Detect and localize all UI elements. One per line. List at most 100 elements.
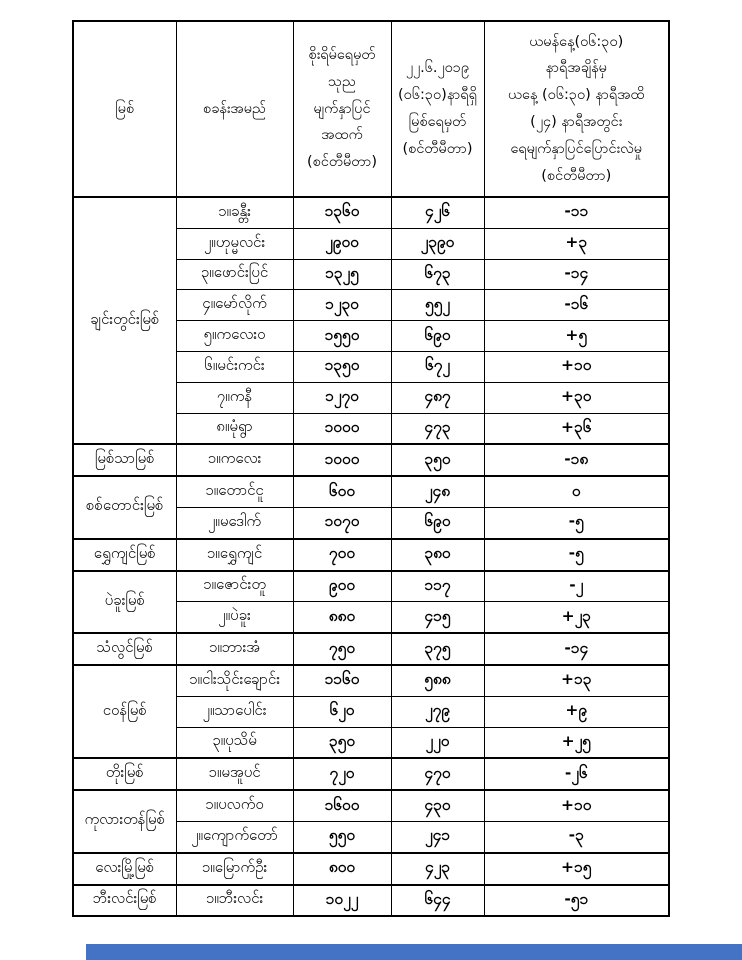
station-name-cell: ၁။ကလေး	[175, 443, 294, 477]
table-row: ၂။မဒေါက် ၁၀၇၀ ၆၉၀ -၅	[73, 506, 670, 540]
danger-level-cell: ၆၀၀	[292, 475, 392, 508]
danger-level-cell: ၁၀၇၀	[292, 506, 392, 540]
current-level-cell: ၃၇၅	[390, 632, 485, 666]
danger-level-cell: ၇၂၀	[292, 757, 392, 791]
current-level-cell: ၂၃၉၀	[390, 227, 485, 260]
current-level-cell: ၅၅၂	[390, 289, 485, 322]
river-name-cell: ပဲခူးမြစ်	[72, 569, 177, 634]
danger-level-cell: ၁၂၃၀	[292, 289, 392, 322]
change-cell: -၁၆	[483, 289, 670, 322]
current-level-cell: ၅၈၈	[390, 663, 485, 697]
station-name-cell: ၁။ရွှေကျင်	[175, 537, 294, 572]
change-cell: -၃	[483, 820, 670, 854]
river-name-cell: လေးမြို့မြစ်	[72, 851, 177, 886]
change-cell: +၃	[483, 227, 670, 260]
table-row: ၆။မင်းကင်း ၁၃၅၀ ၆၇၂ +၁၀	[73, 350, 670, 383]
header-river: မြစ်	[72, 20, 177, 198]
table-row: သံလွင်မြစ် ၁။ဘားအံ ၇၅၀ ၃၇၅ -၁၄	[72, 632, 670, 666]
change-cell: +၁၀	[483, 789, 670, 822]
header-danger-level: စိုးရိမ်ရေမှတ် သုည မျက်နှာပြင် အထက် (စင်…	[292, 20, 392, 198]
station-name-cell: ၂။ပဲခူး	[175, 601, 294, 634]
danger-level-cell: ၁၅၅၀	[292, 320, 392, 352]
station-name-cell: ၈။မုံရွာ	[175, 412, 294, 445]
table-row: ၃။ဖောင်းပြင် ၁၃၂၅ ၆၇၃ -၁၄	[73, 258, 670, 291]
danger-level-cell: ၁၁၆၀	[292, 663, 392, 697]
current-level-cell: ၃၈၀	[390, 537, 485, 572]
table-row: ဘီးလင်းမြစ် ၁။ဘီးလင်း ၁၀၂၂ ၆၄၄ -၅၁	[72, 883, 670, 917]
bottom-blue-bar	[86, 944, 742, 960]
danger-level-cell: ၅၅၀	[292, 820, 392, 854]
table-row: ပဲခူးမြစ် ၁။ဇောင်းတူ ၉၀၀ ၁၁၇ -၂	[72, 569, 670, 634]
change-cell: ၀	[483, 475, 670, 508]
station-name-cell: ၇။ကနီ	[175, 381, 294, 414]
danger-level-cell: ၂၉၀၀	[292, 227, 392, 260]
station-name-cell: ၁။ပလက်ဝ	[175, 789, 294, 822]
current-level-cell: ၄၂၆	[390, 195, 485, 229]
station-name-cell: ၁။ငါးသိုင်းချောင်း	[175, 663, 294, 697]
table-row: လေးမြို့မြစ် ၁။မြောက်ဦး ၈၀၀ ၄၂၃ +၁၅	[72, 851, 670, 886]
station-name-cell: ၅။ကလေးဝ	[175, 320, 294, 352]
station-name-cell: ၁။ခန္တီး	[175, 195, 294, 229]
river-name-cell: ကုလားတန်မြစ်	[72, 789, 177, 854]
table-row: ၅။ကလေးဝ ၁၅၅၀ ၆၉၀ +၅	[73, 320, 670, 352]
station-name-cell: ၂။ဟုမ္မလင်း	[175, 227, 294, 260]
table-header: မြစ် စခန်းအမည် စိုးရိမ်ရေမှတ် သုည မျက်နှ…	[72, 20, 670, 198]
current-level-cell: ၆၉၀	[390, 320, 485, 352]
change-cell: +၁၅	[483, 851, 670, 886]
table-row: တိုးမြစ် ၁။မအူပင် ၇၂၀ ၄၇၀ -၂၆	[72, 757, 670, 791]
current-level-cell: ၆၄၄	[390, 883, 485, 917]
table-row: ၈။မုံရွာ ၁၀၀၀ ၄၇၃ +၃၆	[73, 412, 670, 445]
change-cell: -၁၁	[483, 195, 670, 229]
river-name-cell: ငဝန်မြစ်	[72, 663, 177, 759]
station-name-cell: ၄။မော်လိုက်	[175, 289, 294, 322]
table-row: ၂။ဟုမ္မလင်း ၂၉၀၀ ၂၃၉၀ +၃	[73, 227, 670, 260]
change-cell: +၉	[483, 695, 670, 728]
station-name-cell: ၆။မင်းကင်း	[175, 350, 294, 383]
station-name-cell: ၃။ဖောင်းပြင်	[175, 258, 294, 291]
table-row: ၄။မော်လိုက် ၁၂၃၀ ၅၅၂ -၁၆	[73, 289, 670, 322]
danger-level-cell: ၉၀၀	[292, 569, 392, 603]
danger-level-cell: ၈၀၀	[292, 851, 392, 886]
station-name-cell: ၁။မြောက်ဦး	[175, 851, 294, 886]
change-cell: -၂	[483, 569, 670, 603]
river-name-cell: သံလွင်မြစ်	[72, 632, 177, 666]
table-row: ၂။ကျောက်တော် ၅၅၀ ၂၄၁ -၃	[73, 820, 670, 854]
current-level-cell: ၂၄၁	[390, 820, 485, 854]
current-level-cell: ၄၈၇	[390, 381, 485, 414]
change-cell: -၁၄	[483, 258, 670, 291]
change-cell: -၅၁	[483, 883, 670, 917]
danger-level-cell: ၁၃၅၀	[292, 350, 392, 383]
current-level-cell: ၄၁၅	[390, 601, 485, 634]
current-level-cell: ၂၂၀	[390, 726, 485, 759]
danger-level-cell: ၃၅၀	[292, 726, 392, 759]
table-row: စစ်တောင်းမြစ် ၁။တောင်ငူ ၆၀၀ ၂၄၈၀	[72, 475, 670, 540]
current-level-cell: ၁၁၇	[390, 569, 485, 603]
danger-level-cell: ၁၆၀၀	[292, 789, 392, 822]
danger-level-cell: ၈၈၀	[292, 601, 392, 634]
current-level-cell: ၂၄၈	[390, 475, 485, 508]
header-current-level: ၂၂.၆.၂၀၁၉ (၀၆:၃၀)နာရီရှိ မြစ်ရေမှတ် (စင်…	[390, 20, 485, 198]
change-cell: +၃၀	[483, 381, 670, 414]
station-name-cell: ၁။ဘီးလင်း	[175, 883, 294, 917]
current-level-cell: ၂၇၉	[390, 695, 485, 728]
current-level-cell: ၄၇၃	[390, 412, 485, 445]
change-cell: +၂၅	[483, 726, 670, 759]
current-level-cell: ၄၃၀	[390, 789, 485, 822]
river-name-cell: စစ်တောင်းမြစ်	[72, 475, 177, 540]
danger-level-cell: ၇၅၀	[292, 632, 392, 666]
station-name-cell: ၁။တောင်ငူ	[175, 475, 294, 508]
station-name-cell: ၁။မအူပင်	[175, 757, 294, 791]
station-name-cell: ၂။မဒေါက်	[175, 506, 294, 540]
table-row: ကုလားတန်မြစ် ၁။ပလက်ဝ ၁၆၀၀ ၄၃၀ +၁၀	[72, 789, 670, 854]
table-row: ချင်းတွင်းမြစ် ၁။ခန္တီး ၁၃၆၀ ၄၂၆ -၁၁	[72, 195, 670, 445]
danger-level-cell: ၁၀၀၀	[292, 412, 392, 445]
header-change-24h: ယမန်နေ့(၀၆:၃၀) နာရီအချိန်မှ ယနေ့ (၀၆:၃၀)…	[483, 20, 670, 198]
danger-level-cell: ၆၂၀	[292, 695, 392, 728]
current-level-cell: ၄၇၀	[390, 757, 485, 791]
station-name-cell: ၁။ဘားအံ	[175, 632, 294, 666]
table-row: ငဝန်မြစ် ၁။ငါးသိုင်းချောင်း ၁၁၆၀ ၅၈၈ +၁၃	[72, 663, 670, 759]
river-name-cell: မြစ်သာမြစ်	[72, 443, 177, 477]
table-row: ရွှေကျင်မြစ် ၁။ရွှေကျင် ၇၀၀ ၃၈၀ -၅	[72, 537, 670, 572]
change-cell: -၅	[483, 537, 670, 572]
